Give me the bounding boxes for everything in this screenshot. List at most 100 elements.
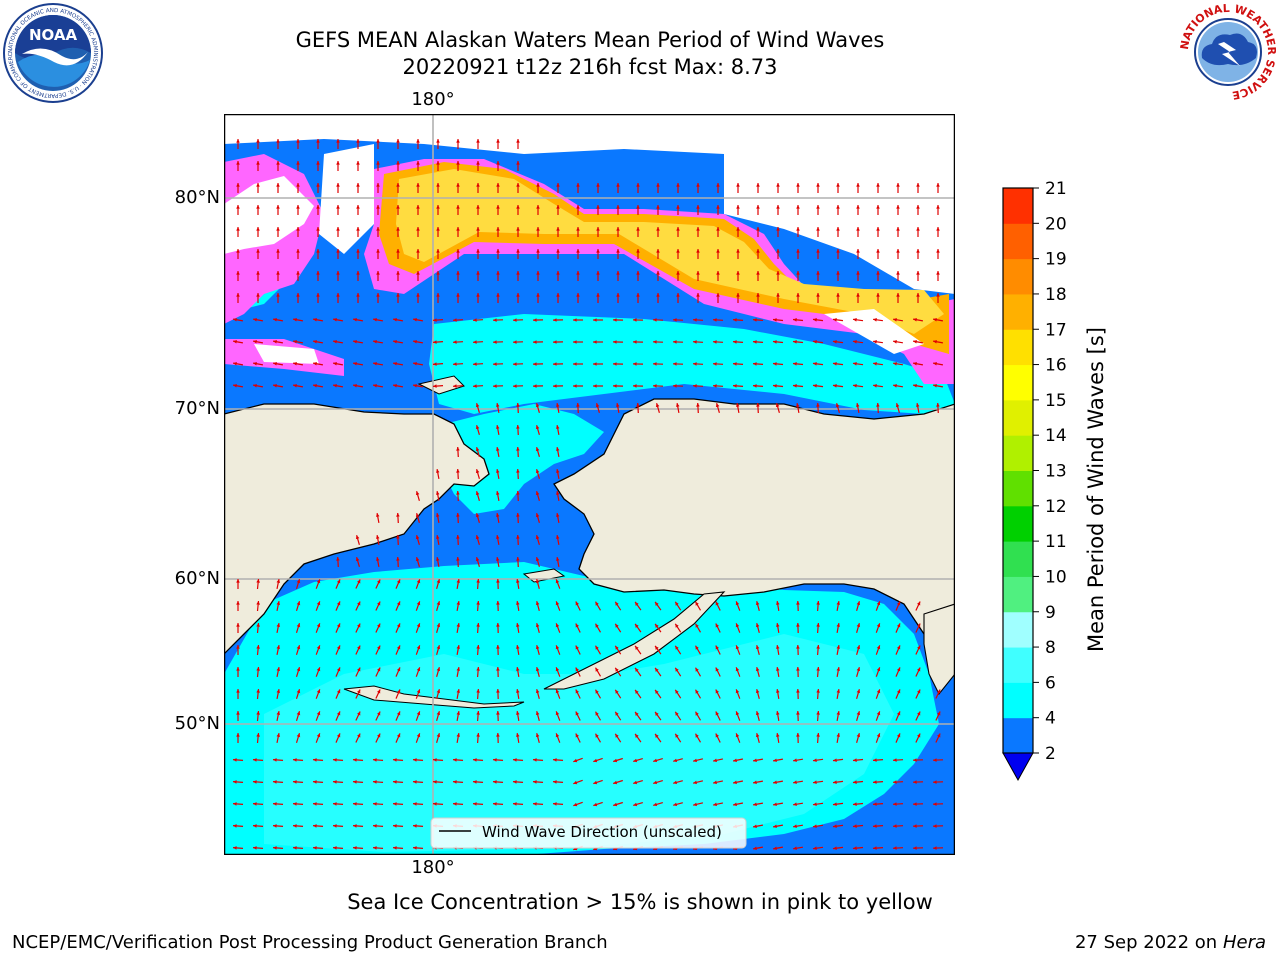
direction-arrow-head: [755, 601, 760, 606]
direction-arrow-head: [655, 733, 659, 738]
direction-arrow-head: [536, 249, 540, 253]
direction-arrow-head: [896, 293, 900, 297]
direction-arrow-head: [373, 340, 377, 344]
direction-arrow-head: [816, 205, 820, 209]
direction-arrow-head: [357, 667, 361, 672]
direction-arrow-head: [933, 758, 937, 762]
colorbar-tick-label: 20: [1045, 214, 1067, 234]
direction-arrow-head: [615, 733, 619, 738]
direction-arrow-head: [773, 362, 777, 366]
direction-arrow-head: [833, 824, 837, 828]
direction-arrow-head: [833, 340, 837, 344]
direction-arrow-head: [413, 384, 417, 388]
direction-arrow-head: [556, 491, 560, 495]
svg-text:NOAA: NOAA: [29, 26, 78, 44]
direction-arrow-head: [713, 340, 717, 344]
direction-arrow-head: [415, 491, 420, 496]
direction-arrow-head: [776, 183, 780, 187]
direction-arrow-head: [693, 318, 697, 322]
direction-arrow-head: [296, 689, 301, 694]
direction-arrow-head: [593, 340, 597, 344]
direction-arrow-head: [356, 271, 360, 275]
direction-arrow-head: [233, 384, 237, 388]
direction-arrow-head: [893, 780, 897, 784]
direction-arrow-head: [475, 447, 480, 452]
direction-arrow-head: [336, 205, 340, 209]
colorbar-cell: [1003, 505, 1033, 542]
colorbar-under-triangle: [1002, 752, 1034, 782]
direction-arrow-head: [256, 711, 260, 715]
direction-arrow-head: [357, 689, 361, 694]
direction-arrow-head: [416, 249, 420, 253]
direction-arrow-head: [433, 318, 437, 322]
direction-arrow-head: [473, 802, 477, 806]
direction-arrow-head: [396, 645, 401, 650]
direction-arrow-head: [933, 846, 937, 850]
direction-arrow-head: [376, 139, 380, 143]
direction-arrow-head: [313, 824, 317, 828]
direction-arrow-head: [476, 623, 480, 627]
direction-arrow-head: [635, 711, 639, 716]
direction-arrow-head: [476, 667, 480, 671]
direction-arrow-head: [715, 403, 720, 408]
direction-arrow-head: [396, 579, 401, 584]
direction-arrow-head: [516, 227, 520, 231]
direction-arrow-head: [233, 824, 237, 828]
direction-arrow-head: [876, 205, 880, 209]
direction-arrow-head: [276, 689, 281, 693]
direction-arrow-head: [413, 318, 417, 322]
direction-arrow-head: [575, 601, 579, 606]
direction-arrow-head: [773, 384, 777, 388]
direction-arrow-head: [776, 645, 780, 649]
direction-arrow-head: [616, 293, 620, 297]
direction-arrow-head: [916, 293, 920, 297]
direction-arrow-head: [813, 846, 817, 850]
direction-arrow-head: [336, 293, 340, 297]
direction-arrow-head: [575, 733, 579, 738]
direction-arrow-head: [896, 689, 901, 694]
direction-arrow-head: [856, 293, 860, 297]
direction-arrow-head: [696, 249, 700, 253]
direction-arrow-head: [516, 667, 520, 671]
colorbar-cell: [1003, 435, 1033, 471]
direction-arrow-head: [376, 205, 380, 209]
direction-arrow-head: [556, 469, 560, 473]
direction-arrow-head: [233, 758, 237, 762]
direction-arrow-head: [516, 403, 520, 407]
direction-arrow-head: [233, 340, 237, 344]
direction-arrow-head: [256, 293, 260, 297]
direction-arrow-head: [896, 249, 900, 253]
direction-arrow-head: [513, 362, 517, 366]
direction-arrow-head: [357, 579, 361, 584]
direction-arrow-head: [535, 667, 540, 672]
direction-arrow-head: [473, 384, 477, 388]
direction-arrow-head: [655, 623, 659, 628]
direction-arrow-head: [236, 183, 240, 187]
direction-arrow-head: [693, 758, 697, 763]
direction-arrow-head: [675, 645, 679, 650]
direction-arrow-head: [896, 623, 901, 628]
direction-arrow-head: [917, 667, 921, 672]
direction-arrow-head: [396, 733, 401, 738]
direction-arrow-head: [896, 205, 900, 209]
direction-arrow-head: [733, 802, 737, 807]
colorbar-cell: [1003, 364, 1033, 401]
direction-arrow-head: [653, 758, 658, 763]
direction-arrow-head: [316, 227, 320, 231]
direction-arrow-head: [296, 601, 301, 606]
direction-arrow-head: [615, 689, 619, 694]
direction-arrow-head: [796, 733, 800, 737]
direction-arrow-head: [715, 623, 719, 628]
direction-arrow-head: [377, 623, 381, 628]
direction-arrow-head: [433, 384, 437, 388]
direction-arrow-head: [756, 271, 760, 275]
direction-arrow-head: [615, 601, 619, 606]
direction-arrow-head: [236, 733, 240, 737]
direction-arrow-head: [535, 623, 540, 628]
direction-arrow-head: [476, 161, 480, 165]
direction-arrow-head: [236, 161, 240, 165]
direction-arrow-head: [933, 362, 937, 366]
colorbar-ticks: 2 4 6 8 9 10 11 12 13 14 15 16 17 18 19 20 21: [1033, 180, 1067, 764]
colorbar-cells: [1003, 188, 1033, 754]
direction-arrow-head: [595, 711, 599, 716]
